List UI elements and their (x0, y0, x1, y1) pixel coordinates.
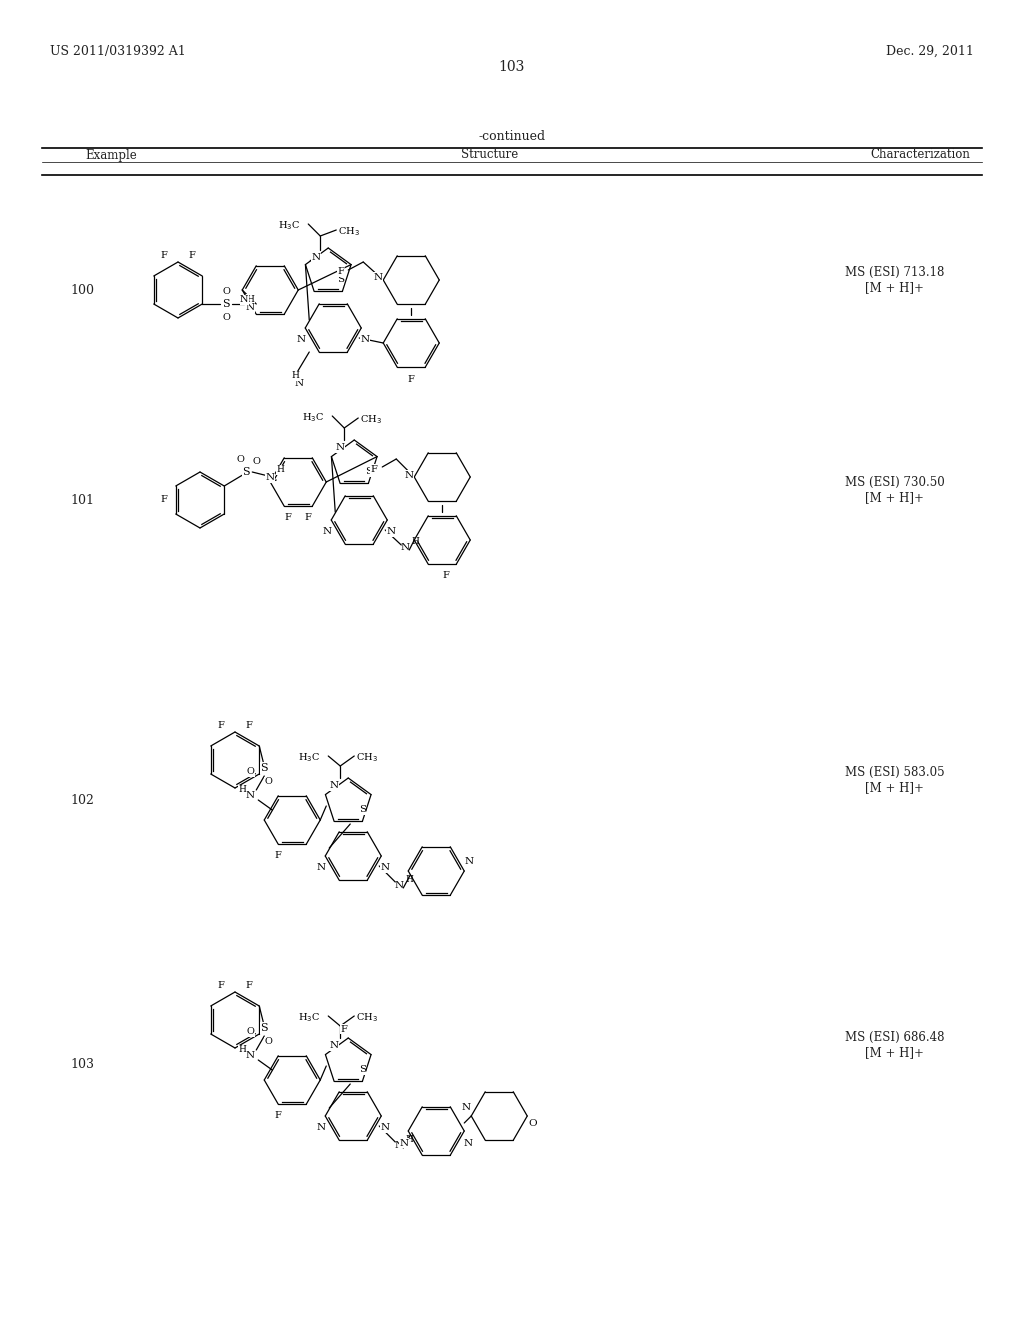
Text: MS (ESI) 713.18
[M + H]+: MS (ESI) 713.18 [M + H]+ (845, 267, 944, 294)
Text: F: F (161, 495, 168, 504)
Text: N: N (246, 1052, 255, 1060)
Text: N: N (316, 1123, 326, 1133)
Text: F: F (161, 252, 168, 260)
Text: N: N (465, 857, 474, 866)
Text: MS (ESI) 686.48
[M + H]+: MS (ESI) 686.48 [M + H]+ (845, 1031, 944, 1059)
Text: N: N (374, 272, 383, 281)
Text: F: F (246, 982, 253, 990)
Text: O: O (264, 1038, 272, 1047)
Text: S: S (222, 300, 230, 309)
Text: Characterization: Characterization (870, 149, 970, 161)
Text: F: F (274, 851, 282, 861)
Text: N: N (381, 863, 390, 873)
Text: N: N (404, 470, 414, 479)
Text: N: N (240, 296, 249, 305)
Text: N: N (394, 1142, 403, 1151)
Text: F: F (371, 465, 378, 474)
Text: F: F (285, 513, 292, 523)
Text: F: F (217, 722, 224, 730)
Text: N: N (336, 444, 345, 453)
Text: 101: 101 (70, 494, 94, 507)
Text: CH$_3$: CH$_3$ (356, 1011, 378, 1024)
Text: S: S (365, 467, 372, 477)
Text: F: F (338, 268, 345, 276)
Text: US 2011/0319392 A1: US 2011/0319392 A1 (50, 45, 185, 58)
Text: H: H (276, 466, 285, 474)
Text: 100: 100 (70, 284, 94, 297)
Text: H$_3$C: H$_3$C (279, 219, 300, 232)
Text: MS (ESI) 730.50
[M + H]+: MS (ESI) 730.50 [M + H]+ (845, 477, 945, 504)
Text: S: S (243, 467, 250, 477)
Text: H: H (239, 1045, 246, 1055)
Text: O: O (264, 777, 272, 787)
Text: N: N (381, 1123, 390, 1133)
Text: MS (ESI) 583.05
[M + H]+: MS (ESI) 583.05 [M + H]+ (845, 766, 944, 795)
Text: N: N (330, 781, 339, 791)
Text: N: N (399, 1138, 409, 1147)
Text: 103: 103 (499, 59, 525, 74)
Text: N: N (323, 528, 332, 536)
Text: Example: Example (85, 149, 137, 161)
Text: F: F (246, 722, 253, 730)
Text: N: N (387, 528, 396, 536)
Text: F: F (217, 982, 224, 990)
Text: F: F (408, 375, 415, 384)
Text: N: N (330, 1041, 339, 1051)
Text: 102: 102 (70, 793, 94, 807)
Text: CH$_3$: CH$_3$ (360, 413, 382, 426)
Text: N: N (311, 252, 321, 261)
Text: N: N (316, 863, 326, 873)
Text: H$_3$C: H$_3$C (298, 751, 321, 764)
Text: H: H (239, 785, 246, 795)
Text: N: N (246, 792, 255, 800)
Text: H: H (291, 371, 299, 380)
Text: 103: 103 (70, 1059, 94, 1072)
Text: N: N (297, 335, 306, 345)
Text: H$_3$C: H$_3$C (298, 1011, 321, 1024)
Text: S: S (358, 1065, 366, 1074)
Text: N: N (246, 304, 255, 313)
Text: O: O (222, 313, 230, 322)
Text: N: N (295, 379, 304, 388)
Text: S: S (337, 276, 344, 285)
Text: N: N (462, 1104, 471, 1113)
Text: S: S (260, 1023, 268, 1034)
Text: H: H (406, 1135, 414, 1144)
Text: H$_3$C: H$_3$C (302, 412, 325, 425)
Text: Structure: Structure (462, 149, 518, 161)
Text: Dec. 29, 2011: Dec. 29, 2011 (886, 45, 974, 58)
Text: CH$_3$: CH$_3$ (356, 751, 378, 764)
Text: N: N (265, 474, 274, 483)
Text: F: F (305, 513, 311, 523)
Text: F: F (341, 1024, 348, 1034)
Text: N: N (360, 335, 370, 345)
Text: F: F (442, 572, 450, 581)
Text: CH$_3$: CH$_3$ (338, 226, 360, 239)
Text: S: S (358, 805, 366, 814)
Text: N: N (394, 882, 403, 891)
Text: H: H (412, 537, 419, 546)
Text: N: N (464, 1138, 473, 1147)
Text: O: O (247, 1027, 254, 1036)
Text: O: O (528, 1119, 537, 1129)
Text: F: F (188, 252, 196, 260)
Text: O: O (222, 286, 230, 296)
Text: N: N (400, 544, 410, 553)
Text: O: O (237, 455, 244, 465)
Text: O: O (247, 767, 254, 776)
Text: H: H (247, 294, 254, 304)
Text: H: H (406, 875, 414, 884)
Text: -continued: -continued (478, 129, 546, 143)
Text: F: F (274, 1111, 282, 1121)
Text: O: O (252, 458, 260, 466)
Text: S: S (260, 763, 268, 774)
